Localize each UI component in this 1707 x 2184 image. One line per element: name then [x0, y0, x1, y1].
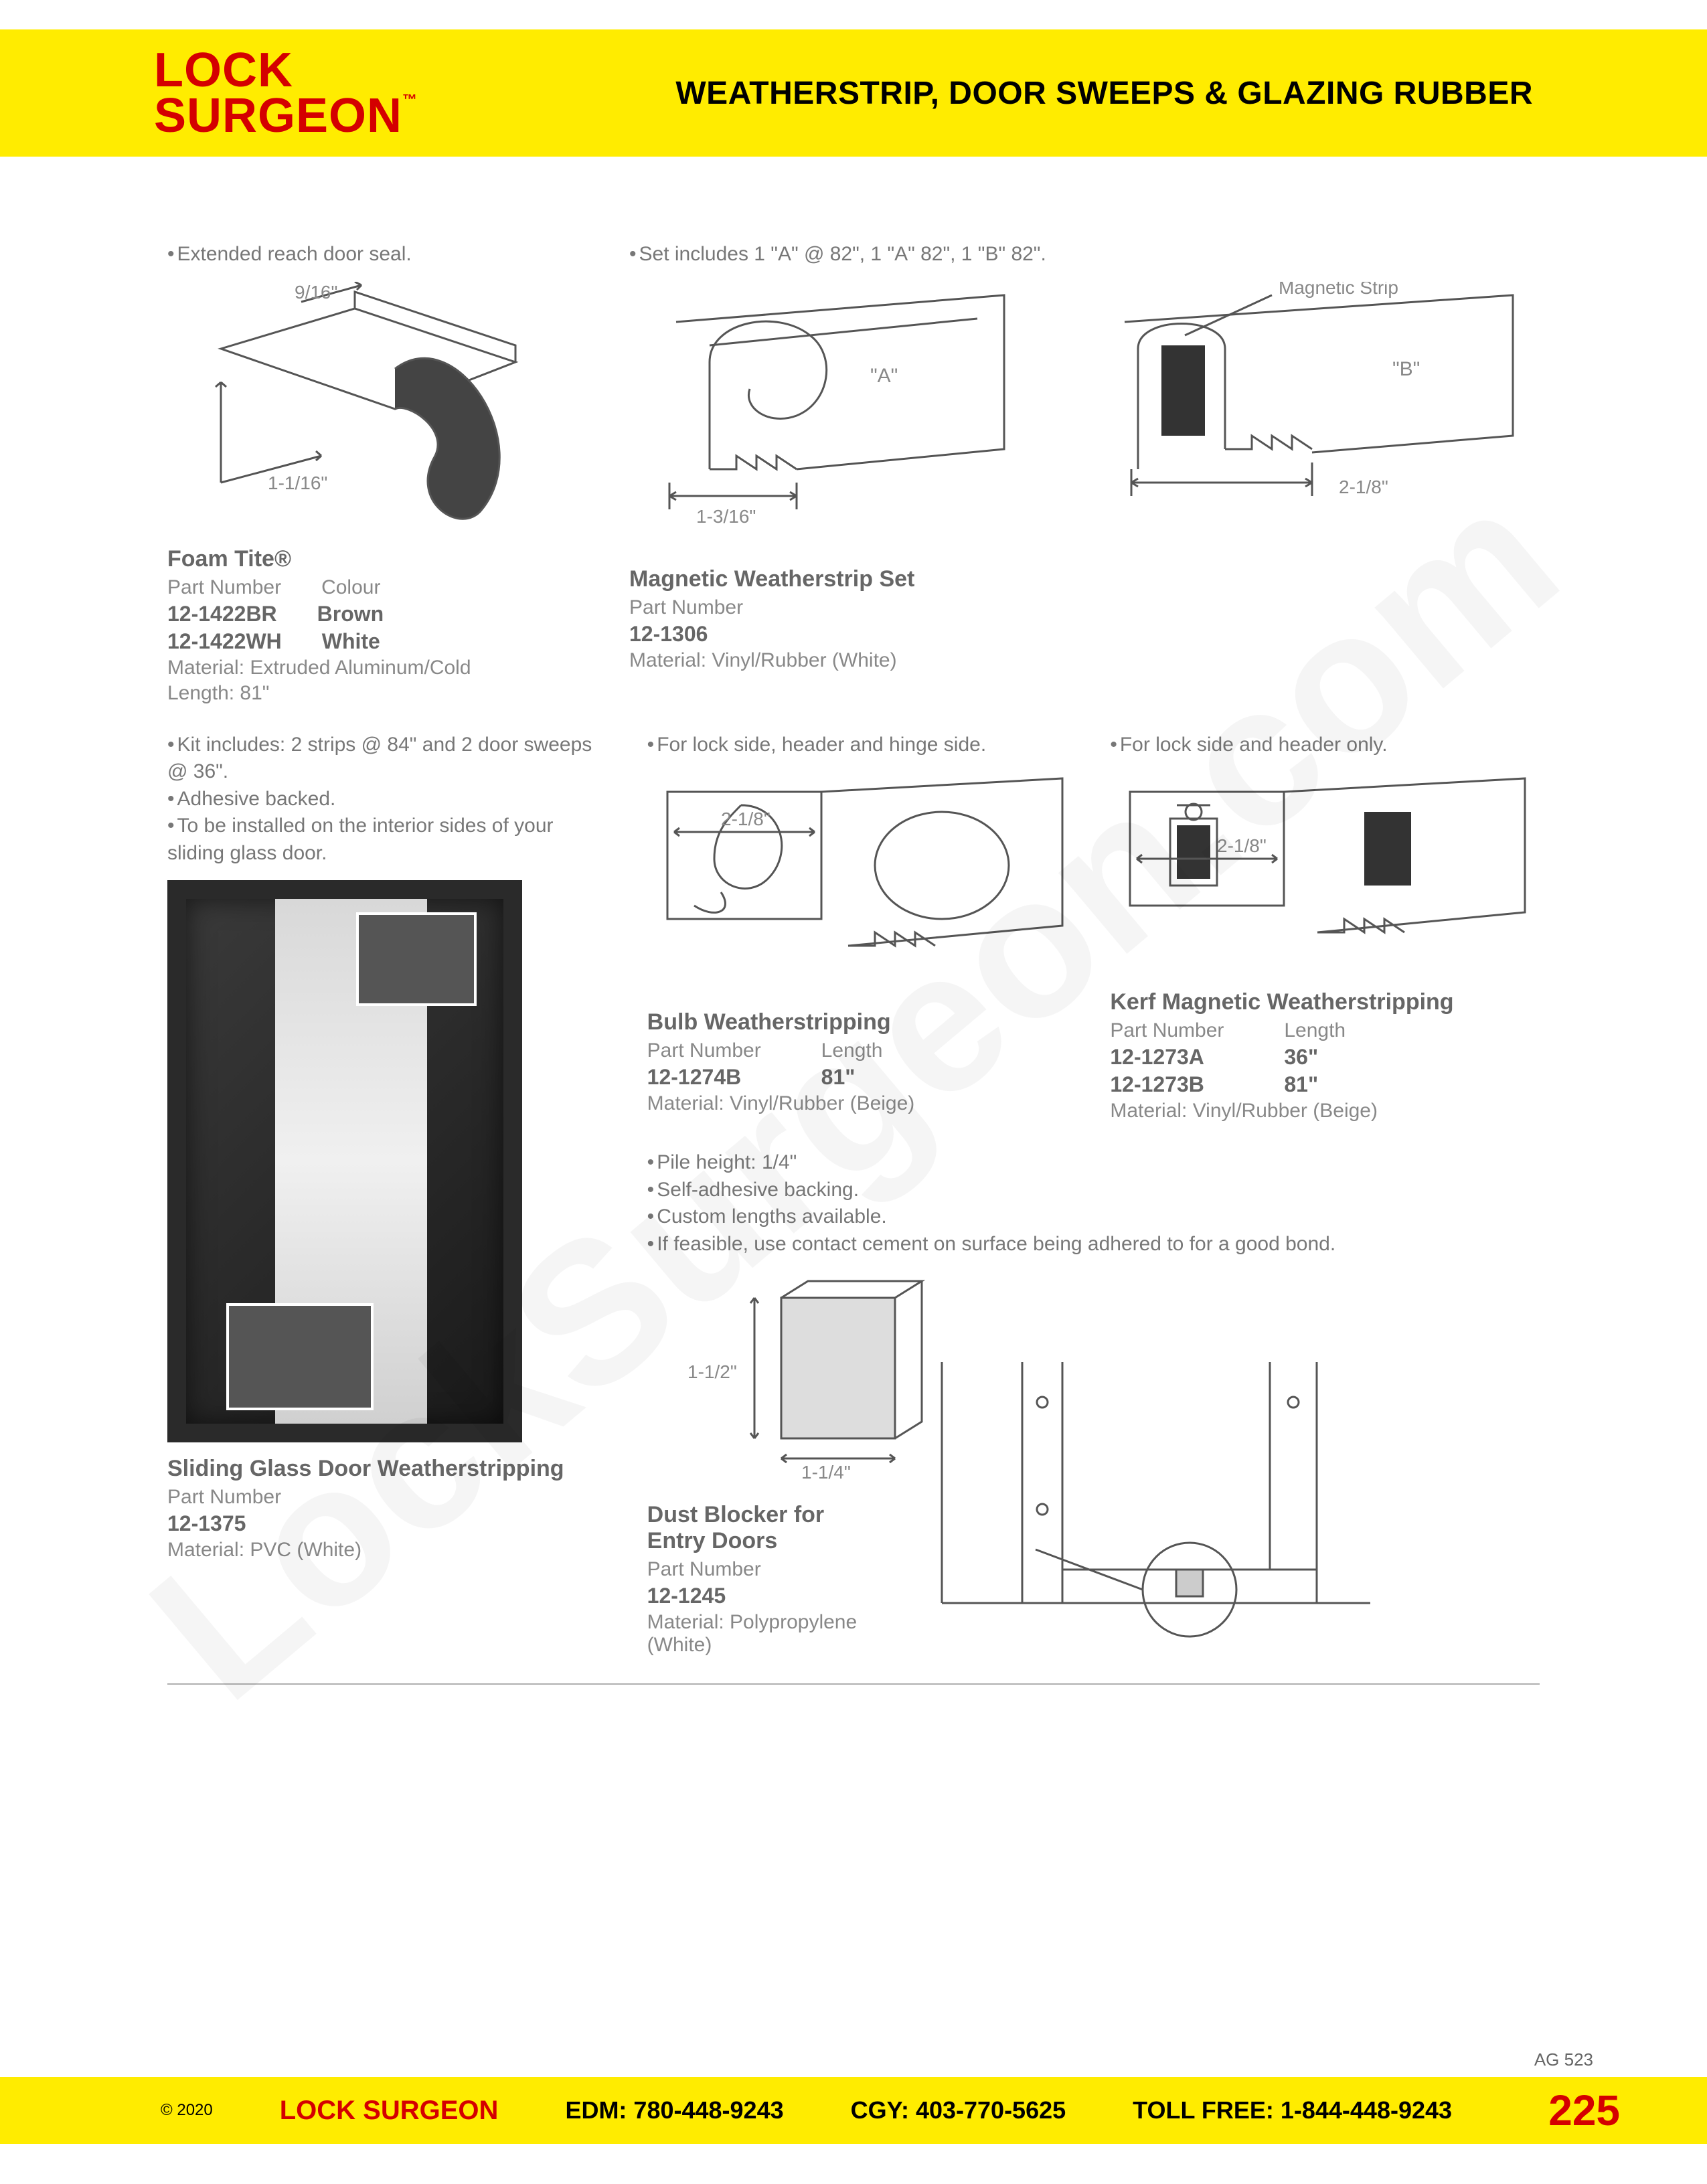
sliding-header: Part Number	[167, 1486, 614, 1509]
kerf-row2: 12-1273B 81"	[1110, 1072, 1540, 1097]
logo-line1: LOCK	[154, 48, 417, 93]
foam-tite-row1: 12-1422BR Brown	[167, 602, 596, 626]
svg-text:1-1/2": 1-1/2"	[687, 1361, 737, 1382]
svg-text:2-1/8": 2-1/8"	[721, 809, 770, 829]
dust-material: Material: Polypropylene (White)	[647, 1611, 875, 1657]
product-foam-tite: Extended reach door seal. 9/	[167, 241, 596, 705]
svg-text:Magnetic Strip: Magnetic Strip	[1279, 282, 1398, 298]
product-kerf: For lock side and header only.	[1110, 732, 1540, 1123]
bulb-note: For lock side, header and hinge side.	[647, 732, 1077, 759]
sliding-material: Material: PVC (White)	[167, 1539, 614, 1562]
foam-tite-length: Length: 81"	[167, 682, 596, 705]
footer-brand: LOCK SURGEON	[280, 2096, 499, 2126]
header-bar: LOCK SURGEON™ WEATHERSTRIP, DOOR SWEEPS …	[0, 29, 1707, 157]
dust-notes: Pile height: 1/4" Self-adhesive backing.…	[647, 1149, 1540, 1258]
brand-logo: LOCK SURGEON™	[154, 48, 417, 139]
sliding-inset-2	[226, 1303, 374, 1410]
svg-text:2-1/8": 2-1/8"	[1217, 835, 1267, 856]
magnetic-header: Part Number	[629, 596, 1540, 619]
svg-text:9/16": 9/16"	[295, 282, 337, 303]
foam-tite-diagram: 9/16" 1-1/16"	[167, 282, 582, 529]
dust-pn: 12-1245	[647, 1584, 875, 1608]
svg-text:1-1/16": 1-1/16"	[268, 473, 327, 493]
magnetic-note: Set includes 1 "A" @ 82", 1 "A" 82", 1 "…	[629, 241, 1540, 268]
product-magnetic-set: Set includes 1 "A" @ 82", 1 "A" 82", 1 "…	[629, 241, 1540, 705]
magnetic-pn: 12-1306	[629, 622, 1540, 647]
foam-tite-row2: 12-1422WH White	[167, 629, 596, 654]
kerf-header: Part Number Length	[1110, 1019, 1540, 1042]
foam-tite-note: Extended reach door seal.	[167, 241, 596, 268]
ag-code: AG 523	[1534, 2049, 1593, 2070]
sliding-inset-1	[356, 912, 477, 1006]
svg-text:"B": "B"	[1392, 358, 1420, 380]
dust-title: Dust Blocker for Entry Doors	[647, 1502, 875, 1554]
product-dust: Pile height: 1/4" Self-adhesive backing.…	[647, 1149, 1540, 1657]
product-sliding: Kit includes: 2 strips @ 84" and 2 door …	[167, 732, 614, 1562]
magnetic-title: Magnetic Weatherstrip Set	[629, 566, 1540, 592]
footer-bar: © 2020 LOCK SURGEON EDM: 780-448-9243 CG…	[0, 2077, 1707, 2144]
copyright: © 2020	[161, 2101, 213, 2120]
magnetic-diagram: "A" "B" Magnetic Strip 1-3/16" 2-1/8"	[629, 282, 1540, 550]
foam-tite-title: Foam Tite®	[167, 546, 596, 572]
bulb-row: 12-1274B 81"	[647, 1065, 1077, 1090]
bulb-header: Part Number Length	[647, 1039, 1077, 1062]
bulb-title: Bulb Weatherstripping	[647, 1009, 1077, 1035]
sliding-pn: 12-1375	[167, 1511, 614, 1536]
page-number: 225	[1548, 2086, 1620, 2135]
divider	[167, 1683, 1540, 1685]
svg-text:2-1/8": 2-1/8"	[1339, 477, 1388, 497]
sliding-photo	[167, 880, 522, 1442]
footer-toll: TOLL FREE: 1-844-448-9243	[1133, 2096, 1452, 2124]
svg-text:"A": "A"	[870, 365, 898, 387]
kerf-title: Kerf Magnetic Weatherstripping	[1110, 989, 1540, 1015]
dust-header: Part Number	[647, 1558, 875, 1581]
foam-tite-material: Material: Extruded Aluminum/Cold	[167, 657, 596, 679]
kerf-material: Material: Vinyl/Rubber (Beige)	[1110, 1100, 1540, 1122]
kerf-row1: 12-1273A 36"	[1110, 1045, 1540, 1070]
svg-text:1-3/16": 1-3/16"	[696, 506, 756, 527]
product-bulb: For lock side, header and hinge side.	[647, 732, 1077, 1123]
row2-right: For lock side, header and hinge side.	[647, 732, 1540, 1657]
content-area: Extended reach door seal. 9/	[167, 241, 1540, 1685]
row-2: Kit includes: 2 strips @ 84" and 2 door …	[167, 732, 1540, 1657]
sliding-title: Sliding Glass Door Weatherstripping	[167, 1456, 614, 1482]
row-1: Extended reach door seal. 9/	[167, 241, 1540, 705]
svg-text:1-1/4": 1-1/4"	[801, 1462, 851, 1483]
bulb-material: Material: Vinyl/Rubber (Beige)	[647, 1092, 1077, 1115]
kerf-diagram: 2-1/8"	[1110, 772, 1538, 973]
footer-cgy: CGY: 403-770-5625	[851, 2096, 1066, 2124]
kerf-note: For lock side and header only.	[1110, 732, 1540, 759]
bulb-diagram: 2-1/8"	[647, 772, 1076, 993]
foam-tite-header: Part Number Colour	[167, 576, 596, 599]
footer-edm: EDM: 780-448-9243	[565, 2096, 783, 2124]
sliding-notes: Kit includes: 2 strips @ 84" and 2 door …	[167, 732, 614, 867]
logo-tm: ™	[402, 91, 417, 108]
page-title: WEATHERSTRIP, DOOR SWEEPS & GLAZING RUBB…	[675, 75, 1533, 112]
dust-diagram-door	[902, 1349, 1384, 1650]
magnetic-material: Material: Vinyl/Rubber (White)	[629, 649, 1540, 672]
logo-line2: SURGEON	[154, 89, 402, 143]
